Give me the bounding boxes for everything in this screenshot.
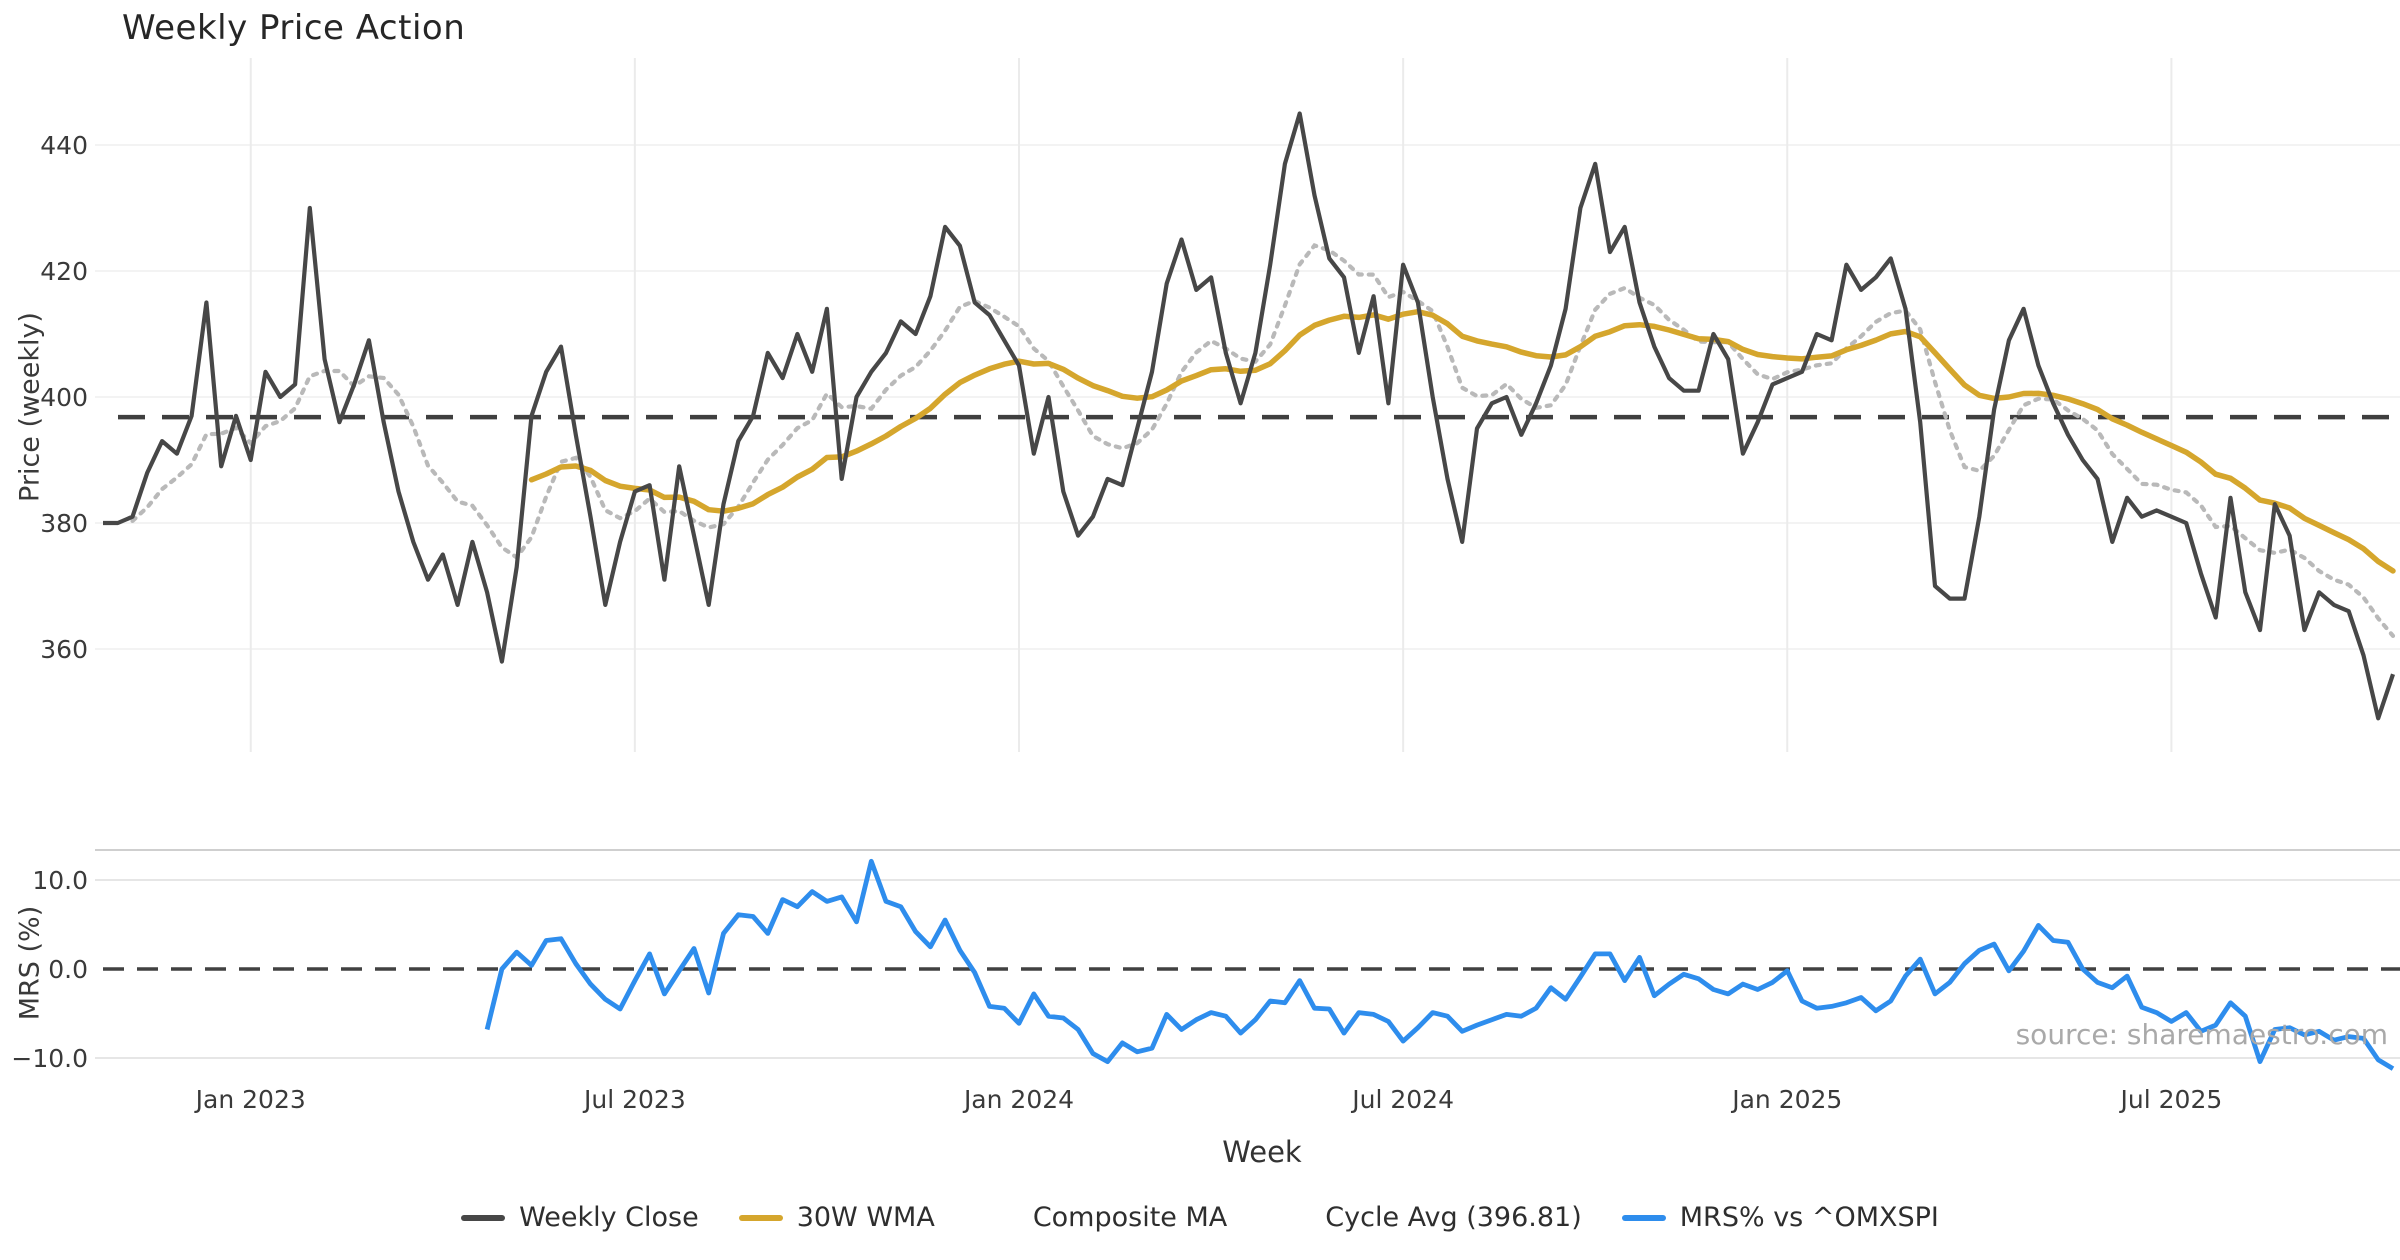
legend-label: MRS% vs ^OMXSPI xyxy=(1679,1202,1939,1233)
xtick-jan-2025: Jan 2025 xyxy=(1730,1085,1842,1114)
price-axis-label: Price (weekly) xyxy=(14,312,46,502)
mrs-ytick-0.0: 0.0 xyxy=(48,955,88,984)
mrs-axis-label: MRS (%) xyxy=(14,905,46,1021)
week-axis-label: Week xyxy=(1222,1135,1302,1169)
legend-label: Cycle Avg (396.81) xyxy=(1325,1202,1582,1233)
legend-swatch-solid-icon xyxy=(461,1214,506,1221)
legend-swatch-dotted-icon xyxy=(975,1215,1019,1220)
legend-label: Composite MA xyxy=(1032,1202,1228,1233)
xtick-jul-2024: Jul 2024 xyxy=(1350,1085,1454,1114)
legend-swatch-solid-icon xyxy=(1621,1214,1666,1221)
legend-swatch-dashed-icon xyxy=(1267,1215,1311,1220)
price-ytick-440: 440 xyxy=(40,131,88,160)
mrs-line xyxy=(484,858,2395,1071)
mrs-ytick-10.0: 10.0 xyxy=(32,866,88,895)
weekly-close-line xyxy=(103,111,2395,721)
xtick-jul-2025: Jul 2025 xyxy=(2119,1085,2223,1114)
source-watermark: source: sharemaestro.com xyxy=(2015,1018,2388,1051)
price-ytick-400: 400 xyxy=(40,383,88,412)
legend-item-cycle-avg-396-81-: Cycle Avg (396.81) xyxy=(1267,1202,1582,1233)
legend-label: 30W WMA xyxy=(796,1202,935,1233)
price-ytick-360: 360 xyxy=(40,635,88,664)
price-ytick-420: 420 xyxy=(40,257,88,286)
legend-label: Weekly Close xyxy=(519,1202,699,1233)
legend-item-weekly-close: Weekly Close xyxy=(461,1202,699,1233)
mrs-ytick-−10.0: −10.0 xyxy=(11,1044,88,1073)
legend-item-composite-ma: Composite MA xyxy=(975,1202,1227,1233)
legend-item-mrs-vs-omxspi: MRS% vs ^OMXSPI xyxy=(1621,1202,1939,1233)
legend-item-30w-wma: 30W WMA xyxy=(738,1202,935,1233)
legend-swatch-solid-icon xyxy=(738,1214,783,1221)
composite-ma-line xyxy=(130,243,2396,638)
xtick-jan-2024: Jan 2024 xyxy=(962,1085,1074,1114)
chart-title: Weekly Price Action xyxy=(122,8,466,48)
legend: Weekly Close 30W WMA Composite MA Cycle Avg… xyxy=(0,1202,2400,1233)
price-ytick-380: 380 xyxy=(40,509,88,538)
xtick-jul-2023: Jul 2023 xyxy=(582,1085,686,1114)
xtick-jan-2023: Jan 2023 xyxy=(194,1085,306,1114)
